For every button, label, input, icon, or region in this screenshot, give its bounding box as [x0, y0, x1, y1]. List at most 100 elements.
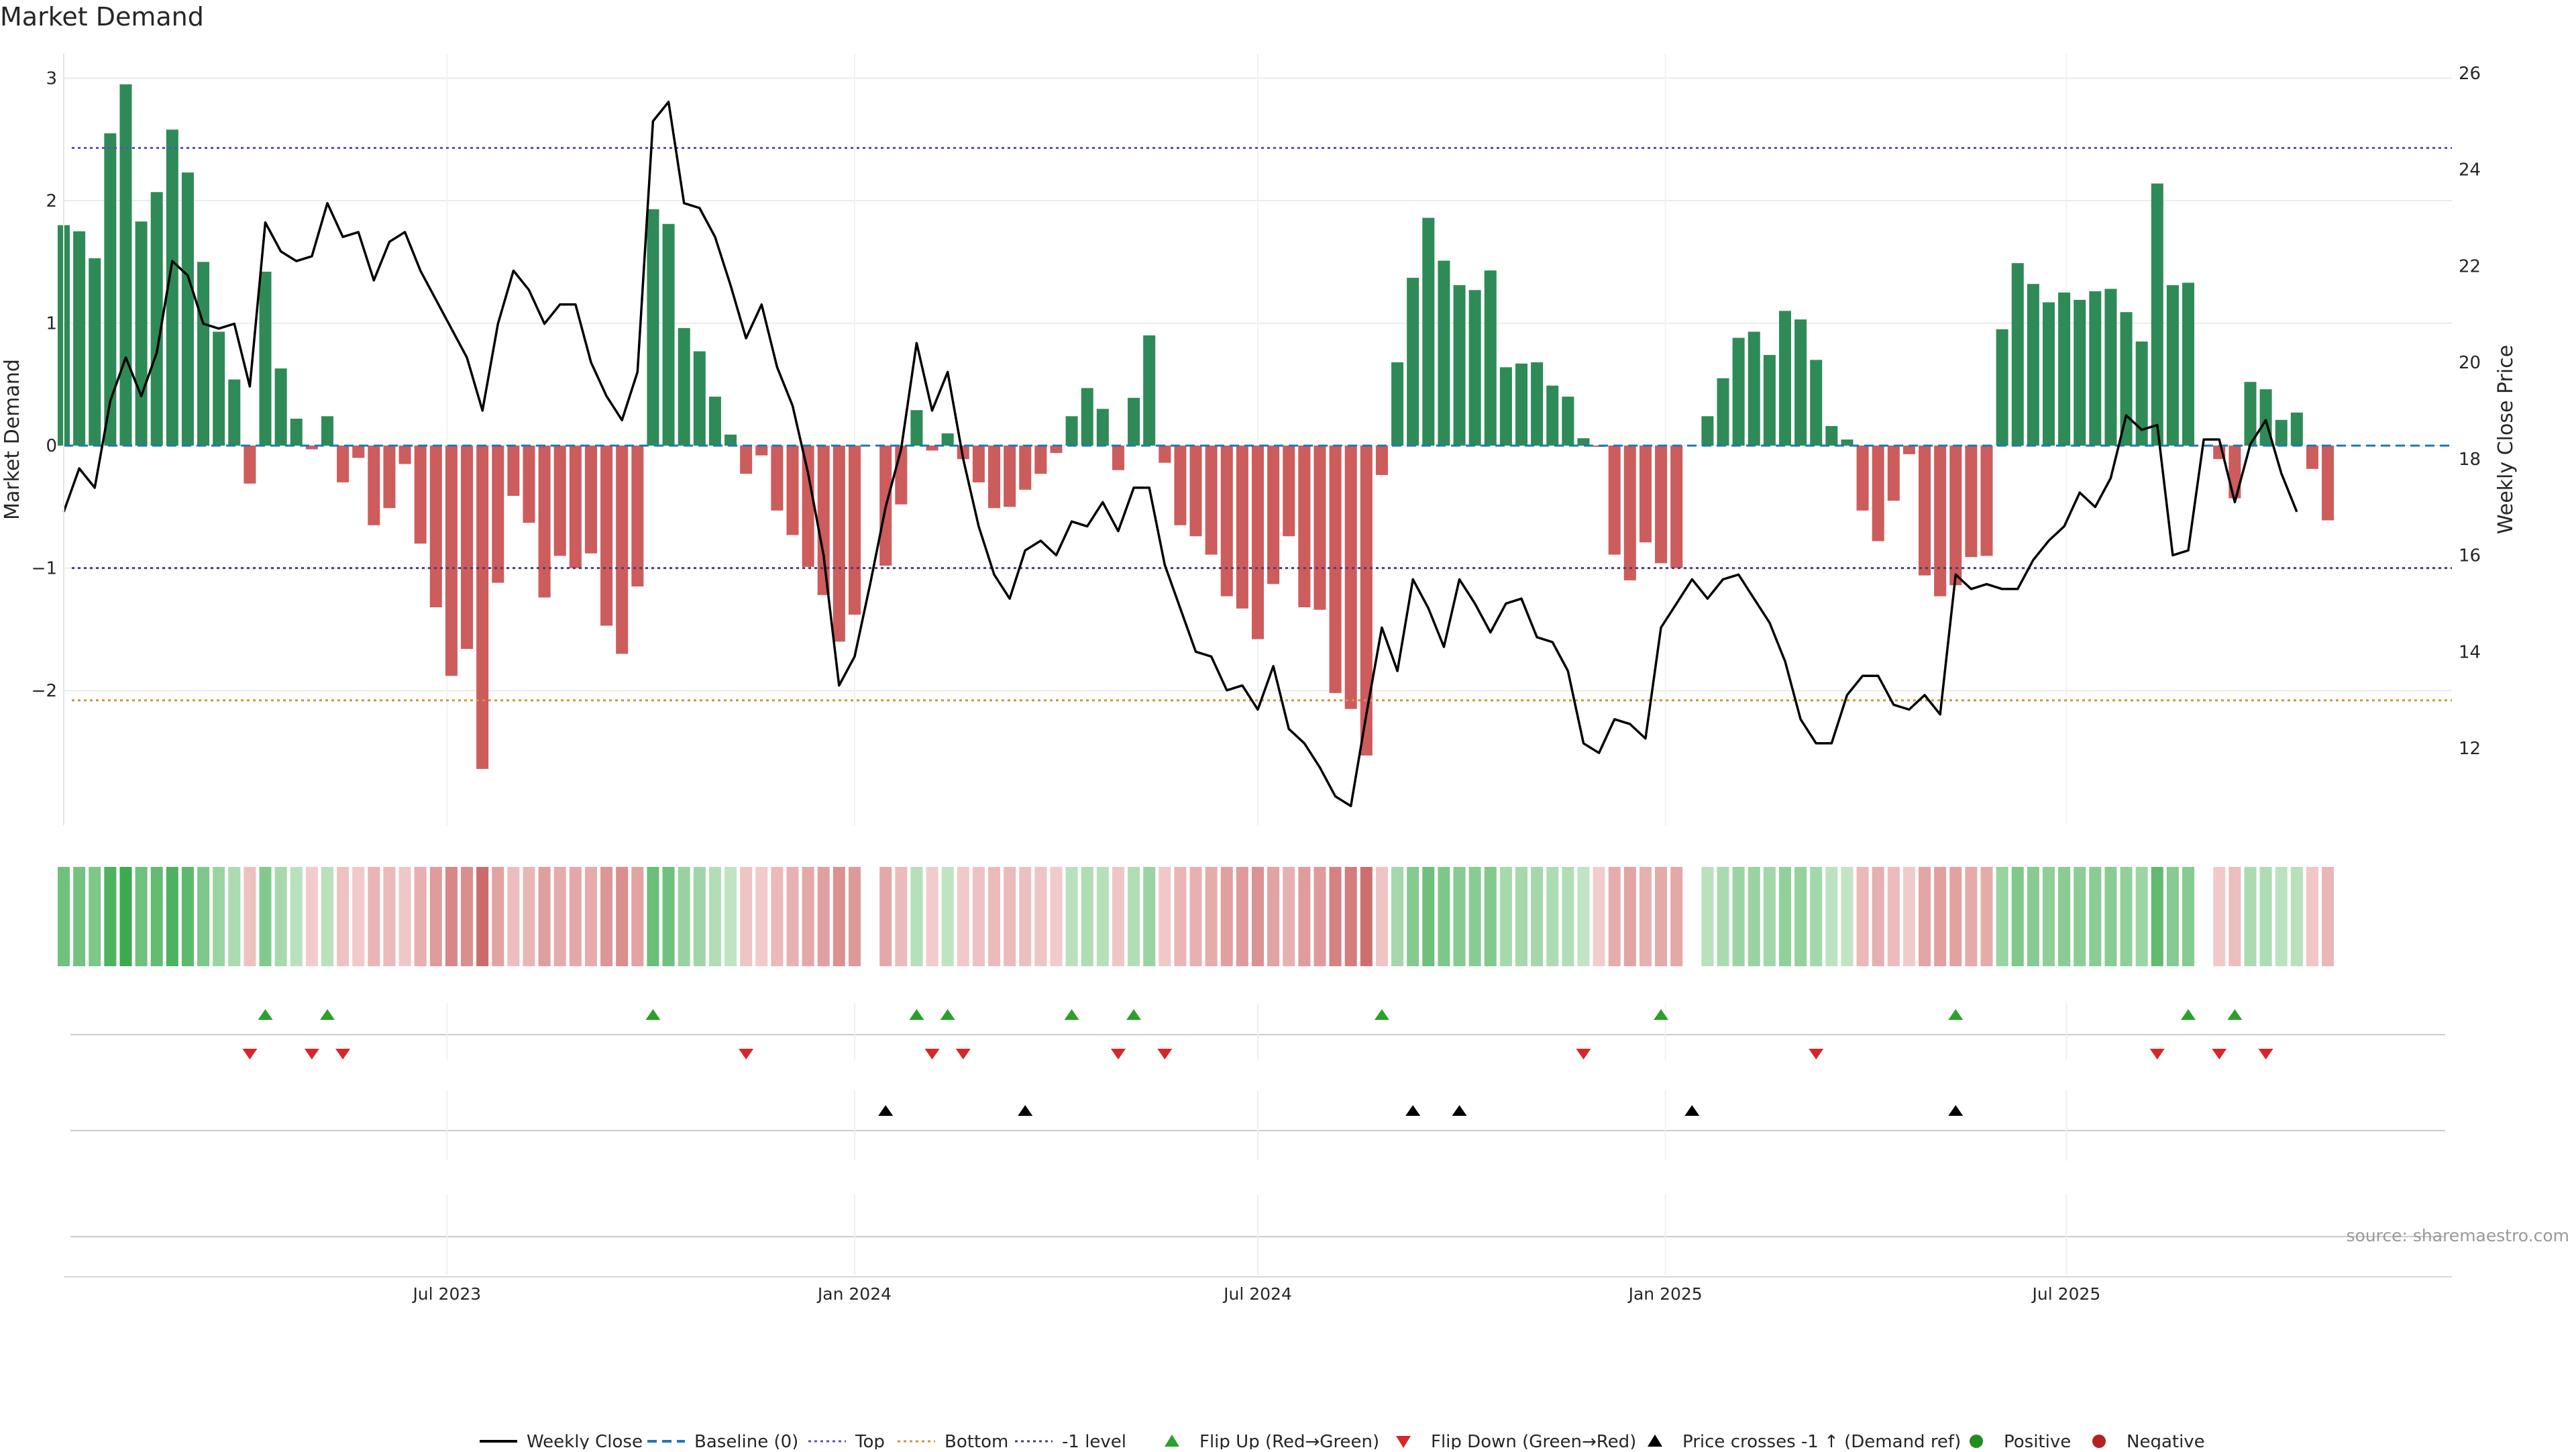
demand-bar: [1267, 446, 1280, 584]
strip-cell: [2182, 867, 2195, 966]
demand-bar: [1174, 446, 1187, 525]
strip-cell: [600, 867, 613, 966]
strip-cell: [461, 867, 474, 966]
strip-cell: [383, 867, 396, 966]
strip-cell: [2058, 867, 2071, 966]
demand-bar: [305, 446, 318, 450]
strip-cell: [321, 867, 334, 966]
strip-cell: [368, 867, 380, 966]
flip-up-marker: [2181, 1009, 2196, 1020]
demand-bar: [786, 446, 799, 535]
demand-bar: [1965, 446, 1978, 558]
strip-cell: [1593, 867, 1605, 966]
flip-down-marker: [1157, 1049, 1173, 1059]
x-tick-label: Jan 2024: [816, 1284, 892, 1304]
demand-bar: [337, 446, 350, 482]
flip-down-marker: [739, 1049, 754, 1059]
strip-cell: [1484, 867, 1497, 966]
demand-bar: [1639, 446, 1652, 543]
flip-up-marker: [940, 1009, 955, 1020]
demand-bar: [2151, 183, 2163, 446]
legend-symbol-flip-up: [1165, 1435, 1179, 1447]
strip-cell: [1407, 867, 1419, 966]
legend-label: Bottom: [945, 1432, 1008, 1449]
strip-cell: [1794, 867, 1807, 966]
price-cross-marker: [1018, 1105, 1033, 1116]
strip-cell: [631, 867, 644, 966]
strip-cell: [197, 867, 210, 966]
strip-cell: [1313, 867, 1326, 966]
strip-cell: [1344, 867, 1357, 966]
demand-bar: [492, 446, 504, 583]
demand-bar: [708, 397, 721, 446]
demand-bar: [1236, 446, 1248, 609]
strip-cell: [1019, 867, 1032, 966]
demand-bar: [1329, 446, 1342, 693]
legend-label: -1 level: [1062, 1432, 1126, 1449]
strip-cell: [2089, 867, 2102, 966]
weekly-close-line: [62, 101, 2298, 808]
strip-cell: [771, 867, 784, 966]
strip-cell: [941, 867, 954, 966]
demand-bar: [352, 446, 365, 458]
strip-cell: [957, 867, 969, 966]
demand-bar: [274, 368, 287, 446]
demand-bar: [2011, 263, 2024, 446]
demand-bar: [244, 446, 256, 484]
strip-cell: [1112, 867, 1124, 966]
strip-cell: [398, 867, 411, 966]
strip-cell: [926, 867, 938, 966]
strip-cell: [724, 867, 737, 966]
demand-bar: [2058, 292, 2071, 446]
strip-cell: [1081, 867, 1093, 966]
demand-bar: [197, 262, 210, 446]
flip-down-marker: [924, 1049, 940, 1059]
demand-bar: [2027, 284, 2039, 446]
strip-cell: [895, 867, 908, 966]
y-right-tick-label: 20: [2459, 353, 2481, 373]
strip-cell: [1531, 867, 1544, 966]
strip-cell: [2166, 867, 2179, 966]
flip-up-marker: [909, 1009, 924, 1020]
strip-cell: [476, 867, 489, 966]
demand-bar: [73, 231, 86, 446]
strip-cell: [445, 867, 458, 966]
strip-cell: [305, 867, 318, 966]
weekly-close-series: [62, 101, 2298, 808]
demand-bar: [321, 416, 334, 446]
strip-cell: [1763, 867, 1776, 966]
demand-bar: [461, 446, 474, 650]
strip-cell: [1034, 867, 1047, 966]
strip-cell: [352, 867, 365, 966]
strip-cell: [848, 867, 861, 966]
strip-cell: [1453, 867, 1466, 966]
strip-cell: [1468, 867, 1481, 966]
demand-bar: [740, 446, 753, 474]
demand-bar: [1220, 446, 1233, 597]
demand-bar: [1546, 385, 1559, 446]
demand-bar: [1065, 416, 1078, 446]
legend-label: Weekly Close: [527, 1432, 643, 1449]
strip-cell: [755, 867, 768, 966]
demand-bar: [569, 446, 582, 568]
demand-bar: [2322, 446, 2334, 521]
demand-bar: [1034, 446, 1047, 474]
demand-bar: [1763, 355, 1776, 446]
strip-cell: [1810, 867, 1823, 966]
demand-bar: [616, 446, 629, 654]
strip-cell: [2259, 867, 2272, 966]
strip-cell: [1577, 867, 1590, 966]
legend-symbol-negative: [2092, 1435, 2106, 1448]
demand-bar: [1143, 335, 1156, 446]
strip-cell: [414, 867, 427, 966]
strip-cell: [1189, 867, 1202, 966]
strip-cell: [1329, 867, 1342, 966]
demand-bar: [1159, 446, 1171, 463]
strip-cell: [523, 867, 535, 966]
price-cross-panel: [70, 1090, 2445, 1161]
strip-cell: [1996, 867, 2008, 966]
strip-cell: [1143, 867, 1156, 966]
strip-cell: [2322, 867, 2334, 966]
demand-bar: [972, 446, 985, 482]
strip-cell: [972, 867, 985, 966]
